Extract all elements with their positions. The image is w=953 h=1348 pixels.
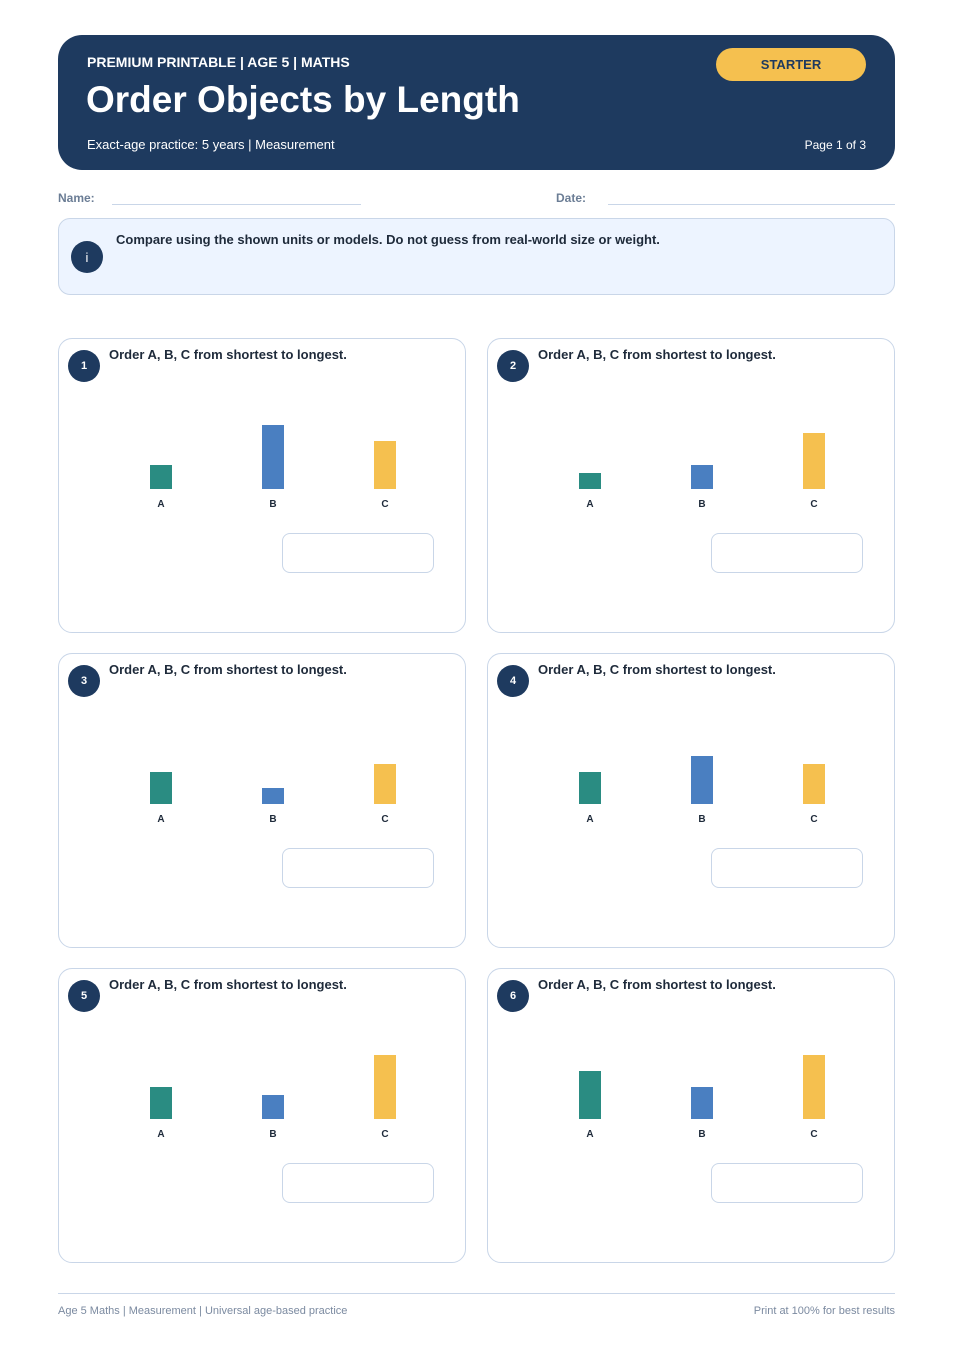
bar-label: C	[810, 1129, 818, 1140]
question-card: 4 Order A, B, C from shortest to longest.…	[487, 653, 895, 948]
subtitle: Exact-age practice: 5 years | Measuremen…	[87, 137, 335, 152]
bar-label: B	[698, 1129, 706, 1140]
bar-label: B	[698, 499, 706, 510]
bar-label: C	[381, 814, 389, 825]
note: i Compare using the shown units or model…	[58, 218, 895, 295]
answer-box	[282, 1163, 434, 1203]
question-card: 3 Order A, B, C from shortest to longest.…	[58, 653, 466, 948]
bar-label: B	[698, 814, 706, 825]
answer-box	[711, 848, 863, 888]
question-card: 5 Order A, B, C from shortest to longest.…	[58, 968, 466, 1263]
kicker: PREMIUM PRINTABLE | AGE 5 | MATHS	[87, 54, 350, 70]
question-card: 2 Order A, B, C from shortest to longest.…	[487, 338, 895, 633]
answer-box	[282, 533, 434, 573]
page-number: Page 1 of 3	[804, 138, 866, 152]
length-bar	[691, 1087, 713, 1119]
question-prompt: Order A, B, C from shortest to longest.	[538, 977, 776, 992]
bar-label: C	[810, 499, 818, 510]
question-number: 2	[497, 350, 529, 382]
answer-box	[711, 533, 863, 573]
length-bar	[803, 433, 825, 489]
length-bar	[262, 788, 284, 804]
question-prompt: Order A, B, C from shortest to longest.	[109, 662, 347, 677]
question-number: 3	[68, 665, 100, 697]
length-bar	[262, 425, 284, 489]
question-prompt: Order A, B, C from shortest to longest.	[538, 662, 776, 677]
length-bar	[803, 764, 825, 804]
length-bar	[374, 1055, 396, 1119]
note-text: Compare using the shown units or models.…	[116, 232, 660, 247]
date-label: Date:	[556, 191, 587, 205]
length-bar	[579, 772, 601, 804]
question-number: 5	[68, 980, 100, 1012]
length-bar	[803, 1055, 825, 1119]
name-label: Name:	[58, 191, 95, 205]
question-number: 4	[497, 665, 529, 697]
question-prompt: Order A, B, C from shortest to longest.	[109, 347, 347, 362]
length-bar	[262, 1095, 284, 1119]
bar-label: A	[586, 814, 594, 825]
bar-label: A	[586, 1129, 594, 1140]
bar-label: B	[269, 1129, 277, 1140]
length-bar	[374, 764, 396, 804]
badge: STARTER	[716, 48, 866, 81]
bar-label: B	[269, 814, 277, 825]
length-bar	[150, 465, 172, 489]
question-number: 6	[497, 980, 529, 1012]
question-number: 1	[68, 350, 100, 382]
bar-label: B	[269, 499, 277, 510]
bar-label: C	[381, 1129, 389, 1140]
title: Order Objects by Length	[86, 79, 520, 120]
length-bar	[374, 441, 396, 489]
length-bar	[150, 1087, 172, 1119]
footer-right: Print at 100% for best results	[753, 1305, 895, 1317]
answer-box	[711, 1163, 863, 1203]
bar-label: A	[157, 1129, 165, 1140]
name-line	[112, 204, 361, 205]
header: PREMIUM PRINTABLE | AGE 5 | MATHS Order …	[58, 35, 895, 170]
answer-box	[282, 848, 434, 888]
footer-left: Age 5 Maths | Measurement | Universal ag…	[58, 1305, 348, 1317]
question-card: 6 Order A, B, C from shortest to longest.…	[487, 968, 895, 1263]
note-icon: i	[71, 241, 103, 273]
footer-rule	[58, 1293, 895, 1294]
length-bar	[691, 465, 713, 489]
question-card: 1 Order A, B, C from shortest to longest.…	[58, 338, 466, 633]
bar-label: A	[157, 814, 165, 825]
length-bar	[579, 473, 601, 489]
length-bar	[150, 772, 172, 804]
date-line	[608, 204, 895, 205]
bar-label: A	[157, 499, 165, 510]
bar-label: C	[810, 814, 818, 825]
length-bar	[579, 1071, 601, 1119]
question-prompt: Order A, B, C from shortest to longest.	[538, 347, 776, 362]
bar-label: C	[381, 499, 389, 510]
question-prompt: Order A, B, C from shortest to longest.	[109, 977, 347, 992]
bar-label: A	[586, 499, 594, 510]
length-bar	[691, 756, 713, 804]
